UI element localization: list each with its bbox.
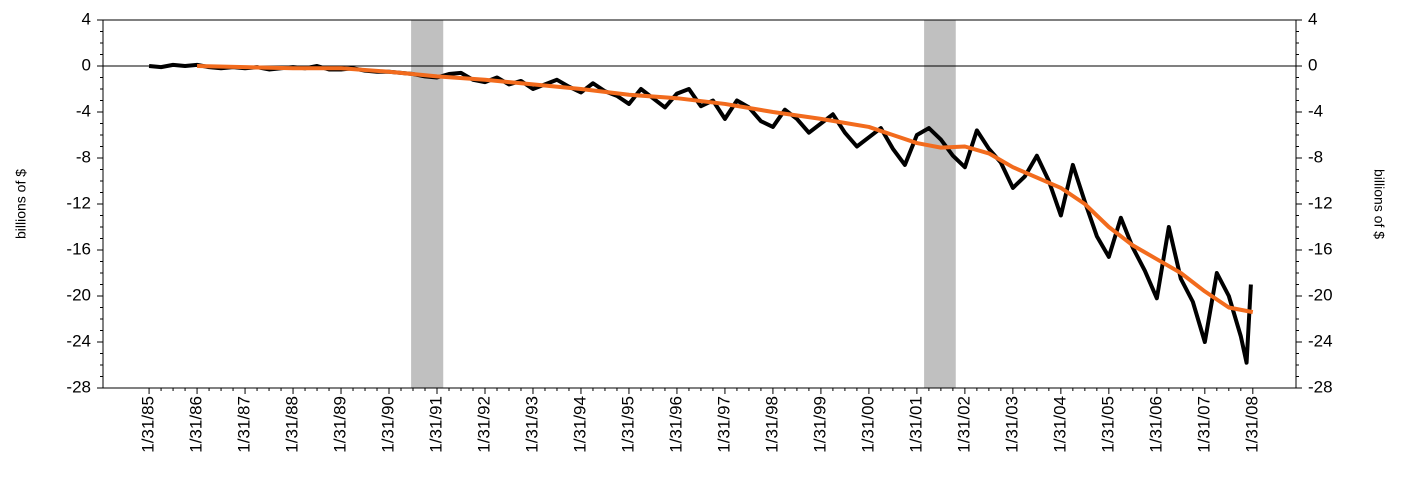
x-tick-label: 1/31/08 <box>1242 396 1261 453</box>
x-tick-label: 1/31/98 <box>762 396 781 453</box>
x-tick-label: 1/31/85 <box>139 396 158 453</box>
y2-tick-label: -12 <box>1308 193 1333 212</box>
x-tick-label: 1/31/92 <box>474 396 493 453</box>
recession-band <box>924 20 956 388</box>
y-tick-label: 4 <box>82 9 91 28</box>
y2-tick-label: 4 <box>1308 9 1317 28</box>
x-tick-label: 1/31/90 <box>378 396 397 453</box>
x-tick-label: 1/31/91 <box>426 396 445 453</box>
y2-tick-label: -24 <box>1308 331 1333 350</box>
x-tick-label: 1/31/87 <box>235 396 254 453</box>
x-tick-label: 1/31/05 <box>1098 396 1117 453</box>
y-tick-label: -16 <box>66 239 91 258</box>
y-tick-label: -8 <box>76 147 91 166</box>
y-tick-label: -24 <box>66 331 91 350</box>
x-tick-label: 1/31/04 <box>1050 396 1069 453</box>
y2-tick-label: -4 <box>1308 101 1323 120</box>
plot-frame <box>102 19 1297 389</box>
y2-tick-label: -8 <box>1308 147 1323 166</box>
y2-tick-label: -16 <box>1308 239 1333 258</box>
x-tick-label: 1/31/93 <box>522 396 541 453</box>
x-tick-label: 1/31/06 <box>1146 396 1165 453</box>
series-line <box>148 62 1253 365</box>
y2-tick-label: -28 <box>1308 377 1333 396</box>
recession-band <box>411 20 444 388</box>
x-tick-label: 1/31/00 <box>858 396 877 453</box>
x-tick-label: 1/31/86 <box>187 396 206 453</box>
x-tick-label: 1/31/02 <box>954 396 973 453</box>
y2-axis-label: billions of $ <box>1371 169 1387 239</box>
y-tick-label: -20 <box>66 285 91 304</box>
x-tick-label: 1/31/95 <box>618 396 637 453</box>
x-tick-label: 1/31/99 <box>810 396 829 453</box>
x-tick-label: 1/31/89 <box>331 396 350 453</box>
x-tick-label: 1/31/88 <box>283 396 302 453</box>
x-tick-label: 1/31/97 <box>714 396 733 453</box>
y-axis-label: billions of $ <box>13 169 29 239</box>
y2-tick-label: -20 <box>1308 285 1333 304</box>
x-tick-label: 1/31/07 <box>1194 396 1213 453</box>
y-tick-label: -12 <box>66 193 91 212</box>
y2-tick-label: 0 <box>1308 55 1317 74</box>
series-line <box>197 64 1254 315</box>
x-tick-label: 1/31/01 <box>906 396 925 453</box>
x-tick-label: 1/31/94 <box>570 396 589 453</box>
y-tick-label: -4 <box>76 101 91 120</box>
y-tick-label: 0 <box>82 55 91 74</box>
y-tick-label: -28 <box>66 377 91 396</box>
x-tick-label: 1/31/96 <box>666 396 685 453</box>
x-tick-label: 1/31/03 <box>1002 396 1021 453</box>
